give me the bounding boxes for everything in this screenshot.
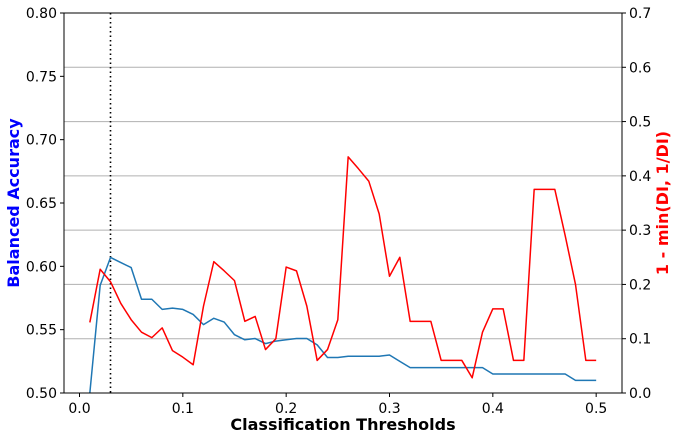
y-left-tick-label: 0.70 (26, 133, 57, 149)
y-right-tick-label: 0.5 (629, 115, 651, 131)
y-right-tick-label: 0.3 (629, 223, 651, 239)
y-left-axis-title: Balanced Accuracy (4, 118, 23, 288)
disparate-impact-line (89, 156, 597, 379)
balanced-accuracy-line (89, 256, 597, 394)
y-right-tick-label: 0.7 (629, 6, 651, 22)
axis-ticks: 0.0 0.1 0.2 0.3 0.4 0.5 0.50 0.55 0.60 0.65 0.70 0.… (26, 6, 652, 417)
y-right-tick-label: 0.1 (629, 332, 651, 348)
y-left-tick-label: 0.60 (26, 259, 57, 275)
y-left-tick-label: 0.65 (26, 196, 57, 212)
y-left-tick-label: 0.80 (26, 6, 57, 22)
y-right-tick-label: 0.2 (629, 277, 651, 293)
y-right-axis-title: 1 - min(DI, 1/DI) (653, 131, 672, 275)
y-left-tick-label: 0.50 (26, 386, 57, 402)
x-tick-label: 0.3 (378, 401, 400, 417)
x-axis-title: Classification Thresholds (230, 415, 455, 434)
y-right-tick-label: 0.4 (629, 169, 651, 185)
y-left-tick-label: 0.75 (26, 69, 57, 85)
x-tick-label: 0.4 (482, 401, 504, 417)
gridlines (64, 12, 622, 394)
x-tick-label: 0.0 (68, 401, 90, 417)
x-tick-label: 0.2 (275, 401, 297, 417)
y-left-tick-label: 0.55 (26, 323, 57, 339)
y-right-tick-label: 0.0 (629, 386, 651, 402)
x-tick-label: 0.1 (172, 401, 194, 417)
y-right-tick-label: 0.6 (629, 60, 651, 76)
series-lines (89, 156, 597, 394)
x-tick-label: 0.5 (585, 401, 607, 417)
